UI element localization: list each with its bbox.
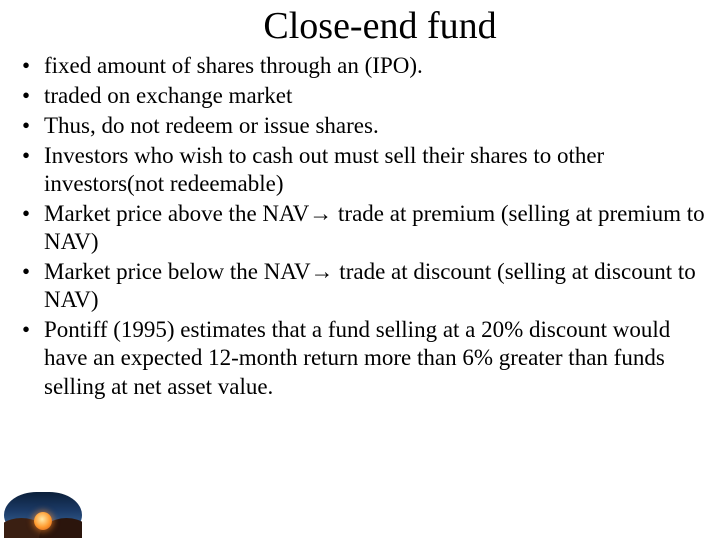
list-item: Pontiff (1995) estimates that a fund sel…: [22, 316, 706, 400]
list-item: Market price below the NAV→ trade at dis…: [22, 258, 706, 314]
list-item: Market price above the NAV→ trade at pre…: [22, 200, 706, 256]
bullet-list: fixed amount of shares through an (IPO).…: [0, 52, 720, 401]
slide: Close-end fund fixed amount of shares th…: [0, 4, 720, 540]
list-item: fixed amount of shares through an (IPO).: [22, 52, 706, 80]
slide-title: Close-end fund: [0, 4, 720, 48]
list-item: Investors who wish to cash out must sell…: [22, 142, 706, 198]
list-item: traded on exchange market: [22, 82, 706, 110]
decorative-sunset-image: [4, 492, 82, 538]
list-item: Thus, do not redeem or issue shares.: [22, 112, 706, 140]
